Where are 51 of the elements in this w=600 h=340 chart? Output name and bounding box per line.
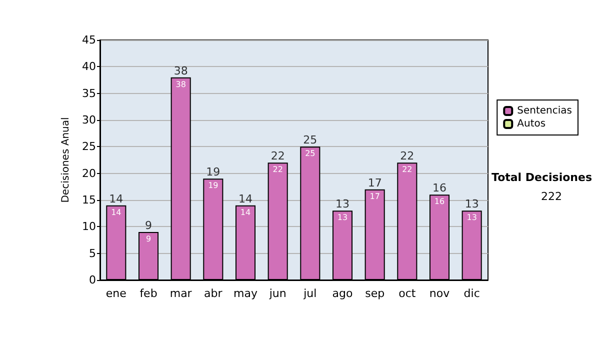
data-label: 22 [272,165,283,174]
x-tick-label: mar [170,287,192,300]
x-tick-label: jun [268,287,286,300]
total-label: 19 [206,166,220,179]
x-tick-label: nov [429,287,450,300]
y-tick-label: 10 [82,220,96,234]
x-tick-label: ene [106,287,127,300]
total-label: 13 [464,198,479,211]
x-tick-label: may [234,287,258,300]
y-tick-label: 5 [89,246,96,260]
data-label: 25 [305,149,316,158]
data-label: 14 [240,208,251,217]
x-tick-label: feb [140,287,158,300]
data-label: 13 [466,213,477,222]
x-tick-label: oct [398,287,416,300]
total-label: 22 [270,150,285,163]
y-tick-label: 15 [82,194,96,206]
y-tick-label: 25 [82,140,96,154]
y-tick-label: 35 [82,86,96,100]
total-label: 14 [238,192,252,206]
text: 222 [541,190,562,203]
total-label: 14 [109,192,124,206]
x-tick-label: dic [464,287,480,300]
data-label: 38 [176,80,186,89]
legend-label: Sentencias [517,106,572,116]
x-tick-label: jul [302,287,317,300]
data-label: 13 [337,213,348,222]
legend-label: Autos [517,118,546,130]
x-tick-label: abr [204,287,223,300]
total-label: 17 [368,176,382,190]
total-label: 38 [174,64,188,78]
total-label: 22 [400,150,414,163]
total-label: 13 [336,198,350,211]
data-label: 22 [402,165,412,174]
y-tick-label: 40 [82,60,96,74]
y-tick-label: 0 [89,274,96,286]
text: Total Decisiones [492,171,592,184]
total-label: 9 [145,219,152,232]
y-tick-label: 30 [82,114,96,126]
total-label: 25 [303,134,318,147]
x-tick-label: ago [332,287,353,300]
y-axis-title: Decisiones Anual [60,117,72,203]
y-tick-label: 20 [82,166,96,180]
data-label: 9 [146,234,152,244]
total-label: 16 [432,182,446,195]
data-label: 19 [208,181,218,190]
x-tick-label: sep [365,287,385,300]
data-label: 14 [111,208,122,217]
data-label: 16 [434,197,445,206]
data-label: 17 [370,192,380,201]
y-tick-label: 45 [82,34,96,46]
